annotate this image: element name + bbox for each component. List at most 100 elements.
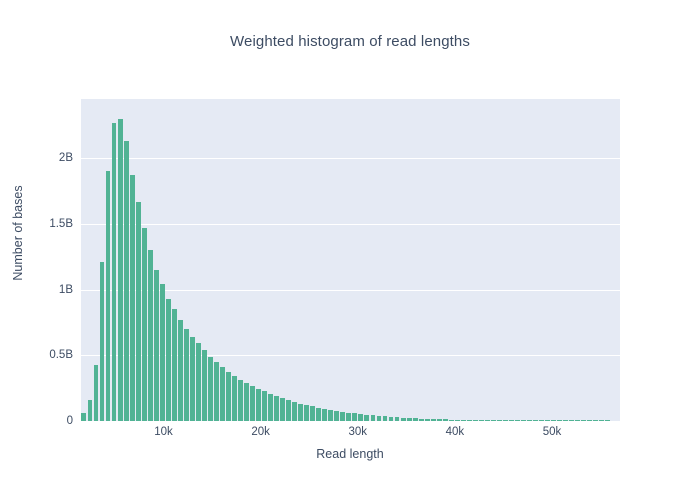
histogram-bar bbox=[280, 398, 286, 421]
histogram-bar bbox=[310, 406, 316, 421]
histogram-bar bbox=[87, 399, 93, 421]
histogram-bar bbox=[244, 382, 249, 421]
histogram-bar bbox=[376, 415, 382, 421]
histogram-bar bbox=[382, 416, 388, 421]
histogram-bar bbox=[478, 420, 484, 421]
x-axis-tick-label: 50k bbox=[542, 426, 562, 438]
histogram-bar bbox=[93, 364, 99, 421]
histogram-bar bbox=[515, 420, 520, 421]
histogram-bar bbox=[334, 410, 340, 421]
histogram-bar bbox=[490, 420, 496, 421]
histogram-bar bbox=[195, 343, 201, 421]
x-axis-title: Read length bbox=[316, 447, 384, 461]
gridline bbox=[81, 355, 620, 357]
histogram-bar bbox=[159, 284, 165, 421]
histogram-bar bbox=[225, 371, 231, 421]
histogram-bar bbox=[418, 418, 424, 421]
histogram-bar bbox=[496, 420, 502, 421]
histogram-bar bbox=[232, 375, 237, 421]
y-axis-tick-label: 0.5B bbox=[49, 349, 73, 362]
histogram-bar bbox=[268, 394, 274, 421]
chart-title: Weighted histogram of read lengths bbox=[230, 33, 470, 50]
histogram-bar bbox=[587, 420, 593, 421]
histogram-bar bbox=[177, 319, 183, 421]
histogram-bar bbox=[484, 420, 490, 421]
histogram-bar bbox=[527, 420, 532, 421]
histogram-bar bbox=[346, 412, 352, 421]
histogram-bar bbox=[533, 420, 538, 421]
histogram-bar bbox=[424, 418, 430, 421]
histogram-bar bbox=[436, 419, 442, 421]
histogram-bar bbox=[412, 418, 418, 421]
histogram-bar bbox=[454, 419, 460, 421]
histogram-bar bbox=[569, 420, 575, 421]
histogram-bar bbox=[219, 367, 225, 421]
plot-area bbox=[81, 99, 620, 421]
histogram-bar bbox=[581, 420, 587, 421]
histogram-bar bbox=[141, 227, 147, 421]
histogram-bar bbox=[304, 405, 310, 421]
gridline bbox=[81, 223, 620, 225]
histogram-bar bbox=[472, 420, 478, 421]
histogram-bar bbox=[394, 417, 400, 421]
histogram-bar bbox=[298, 403, 304, 421]
histogram-bar bbox=[460, 419, 466, 421]
histogram-bar bbox=[117, 118, 123, 421]
histogram-bar bbox=[322, 408, 328, 421]
histogram-bar bbox=[545, 420, 551, 421]
histogram-bar bbox=[539, 420, 544, 421]
x-axis-tick-label: 30k bbox=[348, 426, 368, 438]
histogram-bar bbox=[605, 420, 611, 421]
gridline bbox=[81, 289, 620, 291]
histogram-bar bbox=[358, 414, 364, 421]
histogram-bar bbox=[352, 413, 358, 421]
x-axis-tick-label: 40k bbox=[445, 426, 465, 438]
histogram-bar bbox=[147, 250, 153, 421]
histogram-bar bbox=[442, 419, 448, 421]
histogram-bar bbox=[563, 420, 569, 421]
histogram-bar bbox=[575, 420, 581, 421]
histogram-bar bbox=[557, 420, 563, 421]
histogram-bar bbox=[201, 350, 207, 421]
histogram-bar bbox=[81, 413, 87, 421]
histogram-bar bbox=[286, 400, 292, 421]
histogram-bar bbox=[262, 391, 268, 421]
histogram-bar bbox=[153, 269, 159, 421]
histogram-bars bbox=[81, 99, 620, 421]
histogram-bar bbox=[250, 386, 255, 421]
histogram-bar bbox=[129, 175, 135, 421]
histogram-bar bbox=[508, 420, 514, 421]
histogram-bar bbox=[551, 420, 557, 421]
histogram-bar bbox=[430, 419, 436, 421]
histogram-bar bbox=[105, 171, 111, 421]
histogram-bar bbox=[189, 336, 195, 421]
histogram-bar bbox=[238, 379, 243, 421]
histogram-bar bbox=[406, 417, 412, 421]
histogram-bar bbox=[256, 388, 261, 421]
histogram-bar bbox=[328, 409, 334, 421]
histogram-bar bbox=[292, 401, 298, 421]
histogram-bar bbox=[466, 419, 472, 421]
histogram-bar bbox=[135, 201, 141, 421]
gridline bbox=[81, 158, 620, 160]
x-axis-tick-label: 10k bbox=[154, 426, 173, 438]
y-axis-title: Number of bases bbox=[11, 185, 25, 281]
histogram-bar bbox=[207, 356, 213, 421]
histogram-bar bbox=[316, 407, 322, 421]
x-axis-tick-label: 20k bbox=[251, 426, 270, 438]
histogram-bar bbox=[274, 396, 280, 421]
histogram-bar bbox=[213, 361, 219, 421]
histogram-bar bbox=[165, 298, 171, 421]
histogram-bar bbox=[388, 416, 394, 421]
histogram-bar bbox=[364, 414, 370, 421]
histogram-bar bbox=[448, 419, 454, 421]
histogram-bar bbox=[123, 141, 129, 421]
y-axis-tick-label: 0 bbox=[66, 415, 73, 427]
histogram-bar bbox=[111, 122, 117, 421]
histogram-bar bbox=[183, 329, 189, 421]
histogram-bar bbox=[340, 411, 346, 421]
histogram-bar bbox=[370, 415, 376, 421]
histogram-bar bbox=[593, 420, 599, 421]
histogram-bar bbox=[502, 420, 508, 421]
